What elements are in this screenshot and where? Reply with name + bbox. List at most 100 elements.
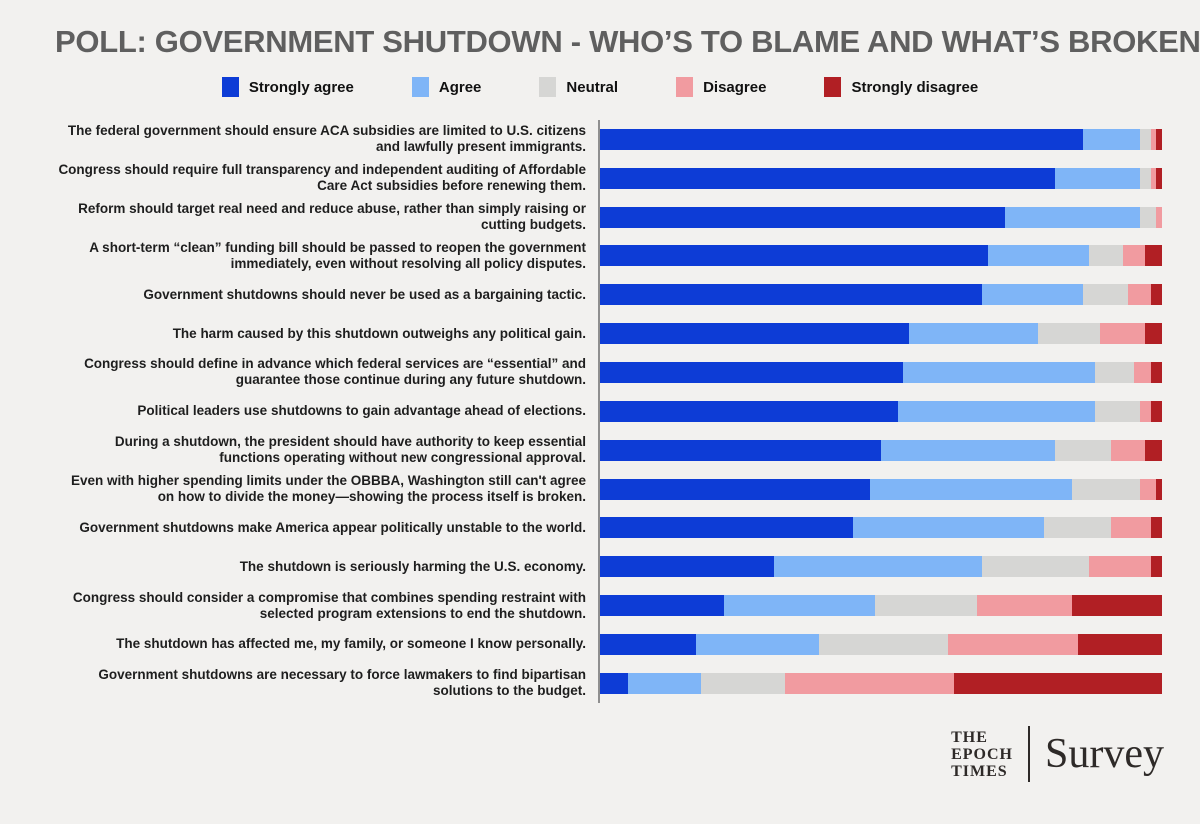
stacked-bar bbox=[600, 517, 1162, 539]
bar-segment-strongly-disagree bbox=[1145, 439, 1162, 461]
bar-cell bbox=[598, 245, 1162, 267]
bar-segment-strongly-agree bbox=[600, 128, 1084, 150]
stacked-bar bbox=[600, 400, 1162, 422]
bar-segment-agree bbox=[852, 517, 1044, 539]
poll-row: Congress should consider a compromise th… bbox=[0, 586, 1162, 625]
legend-label: Strongly disagree bbox=[851, 78, 979, 96]
legend-item-neutral: Neutral bbox=[539, 77, 618, 97]
bar-segment-strongly-disagree bbox=[1156, 167, 1162, 189]
survey-wordmark: Survey bbox=[1045, 731, 1164, 777]
bar-cell bbox=[598, 284, 1162, 306]
bar-segment-neutral bbox=[1083, 284, 1129, 306]
bar-segment-strongly-agree bbox=[600, 633, 696, 655]
bar-segment-disagree bbox=[1139, 400, 1151, 422]
bar-cell bbox=[598, 439, 1162, 461]
bar-segment-strongly-disagree bbox=[1156, 128, 1162, 150]
poll-row: Political leaders use shutdowns to gain … bbox=[0, 392, 1162, 431]
bar-segment-agree bbox=[982, 284, 1084, 306]
bar-segment-strongly-agree bbox=[600, 206, 1005, 228]
bar-segment-strongly-agree bbox=[600, 517, 853, 539]
bar-segment-strongly-disagree bbox=[954, 672, 1162, 694]
logo-divider bbox=[1028, 726, 1030, 782]
legend-item-agree: Agree bbox=[411, 77, 481, 97]
poll-row: Congress should require full transparenc… bbox=[0, 159, 1162, 198]
bar-segment-strongly-disagree bbox=[1150, 556, 1162, 578]
bar-segment-disagree bbox=[1111, 439, 1146, 461]
bar-segment-strongly-agree bbox=[600, 595, 724, 617]
brand-line: TIMES bbox=[951, 762, 1008, 780]
bar-segment-disagree bbox=[1133, 361, 1151, 383]
bar-segment-agree bbox=[1083, 128, 1140, 150]
bar-segment-neutral bbox=[1094, 361, 1134, 383]
bar-segment-strongly-disagree bbox=[1145, 323, 1162, 345]
legend-item-disagree: Disagree bbox=[676, 77, 766, 97]
bar-segment-agree bbox=[987, 245, 1089, 267]
bar-segment-strongly-agree bbox=[600, 284, 983, 306]
bar-segment-neutral bbox=[875, 595, 977, 617]
bar-segment-strongly-agree bbox=[600, 323, 910, 345]
bar-segment-strongly-agree bbox=[600, 167, 1056, 189]
stacked-bar bbox=[600, 167, 1162, 189]
poll-row: A short-term “clean” funding bill should… bbox=[0, 237, 1162, 276]
bar-cell bbox=[598, 672, 1162, 694]
statement-label: The federal government should ensure ACA… bbox=[67, 123, 586, 155]
stacked-bar bbox=[600, 206, 1162, 228]
statement-label: The shutdown has affected me, my family,… bbox=[116, 636, 586, 652]
bar-segment-strongly-disagree bbox=[1150, 284, 1162, 306]
bar-segment-neutral bbox=[701, 672, 786, 694]
bar-segment-agree bbox=[774, 556, 983, 578]
poll-row: Reform should target real need and reduc… bbox=[0, 198, 1162, 237]
stacked-bar bbox=[600, 361, 1162, 383]
neutral-swatch bbox=[539, 77, 557, 97]
statement-label: Government shutdowns should never be use… bbox=[143, 286, 586, 302]
bar-segment-strongly-disagree bbox=[1077, 633, 1162, 655]
footer-logo: THE EPOCH TIMES Survey bbox=[951, 726, 1164, 782]
bar-segment-neutral bbox=[1088, 245, 1123, 267]
disagree-swatch bbox=[676, 77, 694, 97]
stacked-bar bbox=[600, 323, 1162, 345]
poll-row: The harm caused by this shutdown outweig… bbox=[0, 314, 1162, 353]
bar-segment-agree bbox=[909, 323, 1039, 345]
bar-segment-neutral bbox=[1043, 517, 1112, 539]
bar-segment-neutral bbox=[1139, 128, 1151, 150]
brand-line: THE bbox=[951, 728, 988, 746]
bar-cell bbox=[598, 206, 1162, 228]
stacked-bar bbox=[600, 284, 1162, 306]
bar-segment-agree bbox=[869, 478, 1073, 500]
poll-row: Government shutdowns are necessary to fo… bbox=[0, 664, 1162, 703]
bar-segment-strongly-agree bbox=[600, 361, 904, 383]
bar-segment-strongly-agree bbox=[600, 672, 629, 694]
bar-segment-neutral bbox=[982, 556, 1089, 578]
bar-segment-agree bbox=[1055, 167, 1140, 189]
bar-segment-neutral bbox=[1038, 323, 1101, 345]
statement-label: A short-term “clean” funding bill should… bbox=[89, 239, 586, 271]
brand-line: EPOCH bbox=[951, 745, 1013, 763]
stacked-bar bbox=[600, 595, 1162, 617]
statement-label: Government shutdowns are necessary to fo… bbox=[98, 667, 586, 699]
bar-segment-neutral bbox=[1139, 206, 1157, 228]
stacked-bar bbox=[600, 478, 1162, 500]
poll-row: The shutdown has affected me, my family,… bbox=[0, 625, 1162, 664]
poll-row: Government shutdowns should never be use… bbox=[0, 275, 1162, 314]
poll-chart: The federal government should ensure ACA… bbox=[0, 120, 1200, 703]
stacked-bar bbox=[600, 556, 1162, 578]
statement-label: The shutdown is seriously harming the U.… bbox=[239, 558, 586, 574]
legend-label: Disagree bbox=[703, 78, 767, 96]
legend-item-strongly-disagree: Strongly disagree bbox=[824, 77, 978, 97]
stacked-bar bbox=[600, 633, 1162, 655]
bar-cell bbox=[598, 128, 1162, 150]
bar-cell bbox=[598, 556, 1162, 578]
bar-segment-disagree bbox=[1100, 323, 1146, 345]
bar-segment-strongly-disagree bbox=[1150, 361, 1162, 383]
bar-segment-disagree bbox=[948, 633, 1078, 655]
bar-segment-neutral bbox=[1094, 400, 1140, 422]
statement-label: Congress should require full transparenc… bbox=[58, 162, 586, 194]
statement-label: Even with higher spending limits under t… bbox=[70, 473, 586, 505]
agree-swatch bbox=[411, 77, 429, 97]
bar-segment-disagree bbox=[976, 595, 1073, 617]
statement-label: Congress should define in advance which … bbox=[84, 356, 586, 388]
bar-cell bbox=[598, 323, 1162, 345]
statement-label: Congress should consider a compromise th… bbox=[72, 589, 586, 621]
bar-segment-disagree bbox=[1111, 517, 1151, 539]
bar-segment-disagree bbox=[785, 672, 955, 694]
